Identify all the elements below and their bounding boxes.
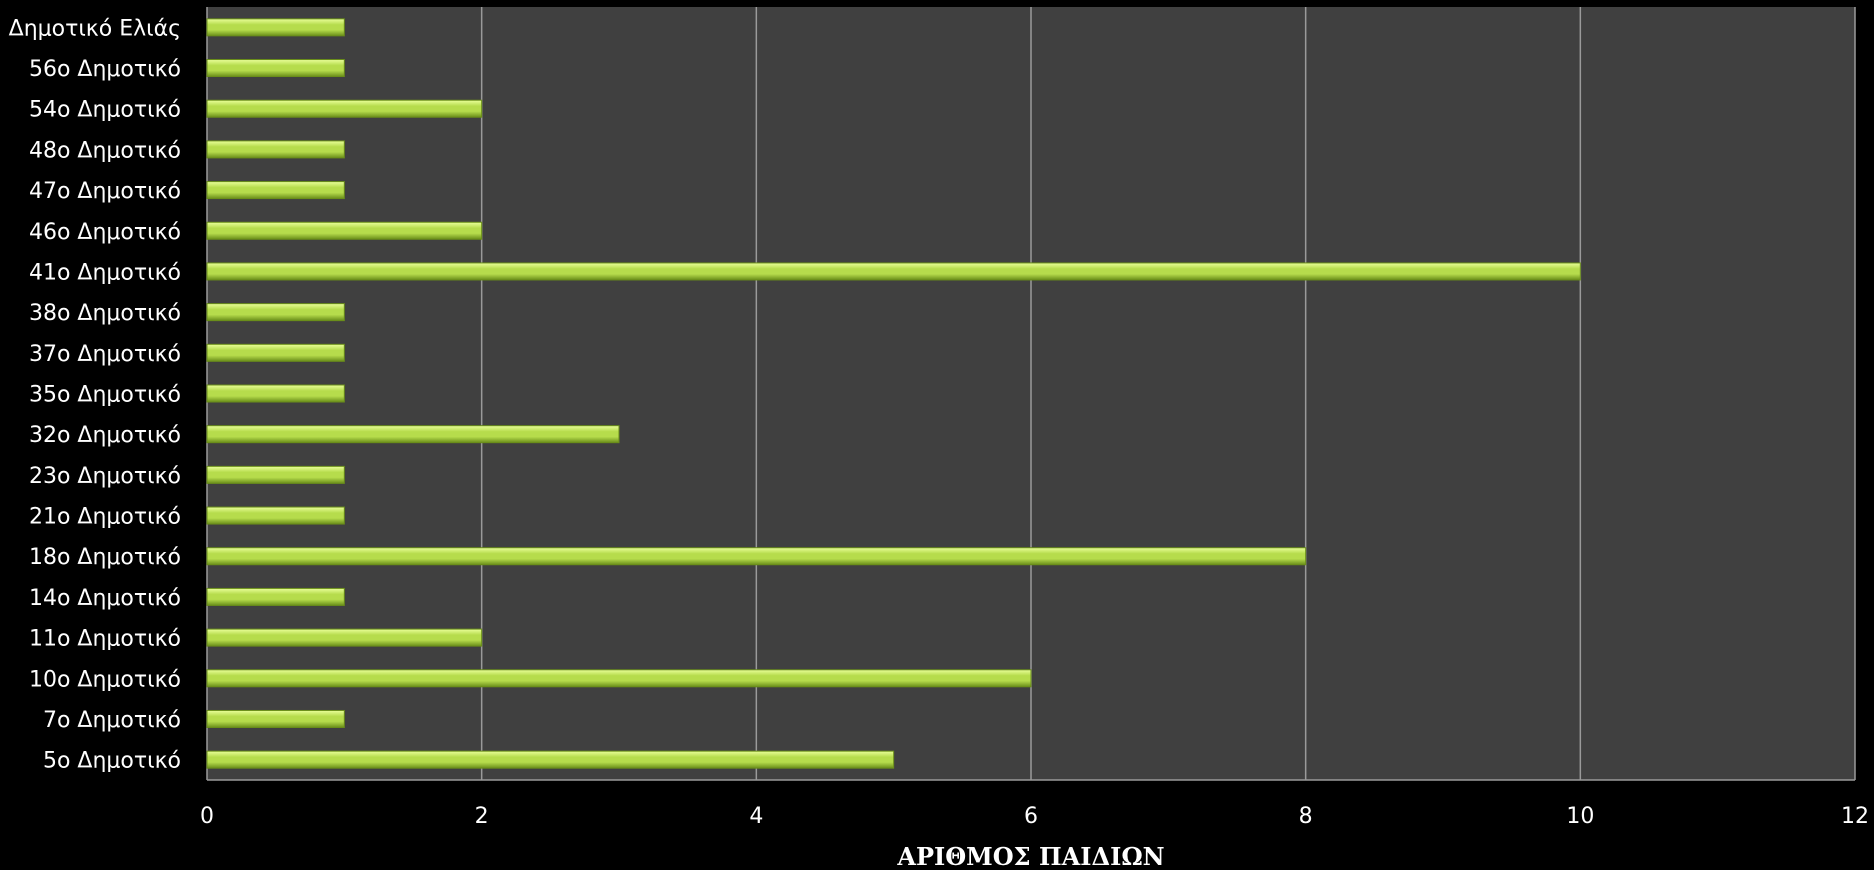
- category-label: 41ο Δημοτικό: [29, 260, 181, 285]
- bar: [206, 384, 345, 403]
- category-label: 35ο Δημοτικό: [29, 383, 181, 408]
- category-label: 54ο Δημοτικό: [29, 98, 181, 123]
- bar: [206, 343, 345, 362]
- bar: [206, 425, 620, 444]
- bar: [206, 18, 345, 37]
- category-label: 18ο Δημοτικό: [29, 545, 181, 570]
- bar: [206, 709, 345, 728]
- bar: [206, 506, 345, 525]
- category-label: 37ο Δημοτικό: [29, 342, 181, 367]
- bar: [206, 750, 895, 769]
- bar: [206, 547, 1307, 566]
- x-axis-title: ΑΡΙΘΜΟΣ ΠΑΙΔΙΩΝ: [896, 842, 1164, 870]
- gridlines: [206, 7, 1856, 781]
- bar: [206, 262, 1581, 281]
- x-tick-label: 10: [1566, 804, 1594, 829]
- category-label: 48ο Δημοτικό: [29, 138, 181, 163]
- bar: [206, 669, 1032, 688]
- bar: [206, 221, 483, 240]
- category-label: 10ο Δημοτικό: [29, 667, 181, 692]
- bar: [206, 99, 483, 118]
- category-label: 11ο Δημοτικό: [29, 627, 181, 652]
- category-label: 46ο Δημοτικό: [29, 220, 181, 245]
- category-label: Δημοτικό Ελιάς: [9, 16, 181, 41]
- category-label: 47ο Δημοτικό: [29, 179, 181, 204]
- bar: [206, 303, 345, 322]
- x-tick-label: 8: [1299, 804, 1313, 829]
- category-label: 7ο Δημοτικό: [43, 708, 181, 733]
- category-label: 23ο Δημοτικό: [29, 464, 181, 489]
- x-tick-label: 4: [749, 804, 763, 829]
- x-tick-label: 12: [1841, 804, 1869, 829]
- category-label: 5ο Δημοτικό: [43, 749, 181, 774]
- x-tick-label: 2: [475, 804, 489, 829]
- x-tick-label: 0: [200, 804, 214, 829]
- bar: [206, 181, 345, 200]
- category-label: 21ο Δημοτικό: [29, 505, 181, 530]
- category-label: 56ο Δημοτικό: [29, 57, 181, 82]
- bar: [206, 465, 345, 484]
- bar: [206, 59, 345, 78]
- bars: [206, 18, 1581, 769]
- x-tick-label: 6: [1024, 804, 1038, 829]
- bar: [206, 628, 483, 647]
- category-labels: Δημοτικό Ελιάς 56ο Δημοτικό 54ο Δημοτικό 48…: [9, 16, 181, 773]
- bar: [206, 140, 345, 159]
- bar: [206, 587, 345, 606]
- category-label: 14ο Δημοτικό: [29, 586, 181, 611]
- category-label: 38ο Δημοτικό: [29, 301, 181, 326]
- x-tick-labels: 0 2 4 6 8 10 12: [200, 804, 1869, 829]
- category-label: 32ο Δημοτικό: [29, 423, 181, 448]
